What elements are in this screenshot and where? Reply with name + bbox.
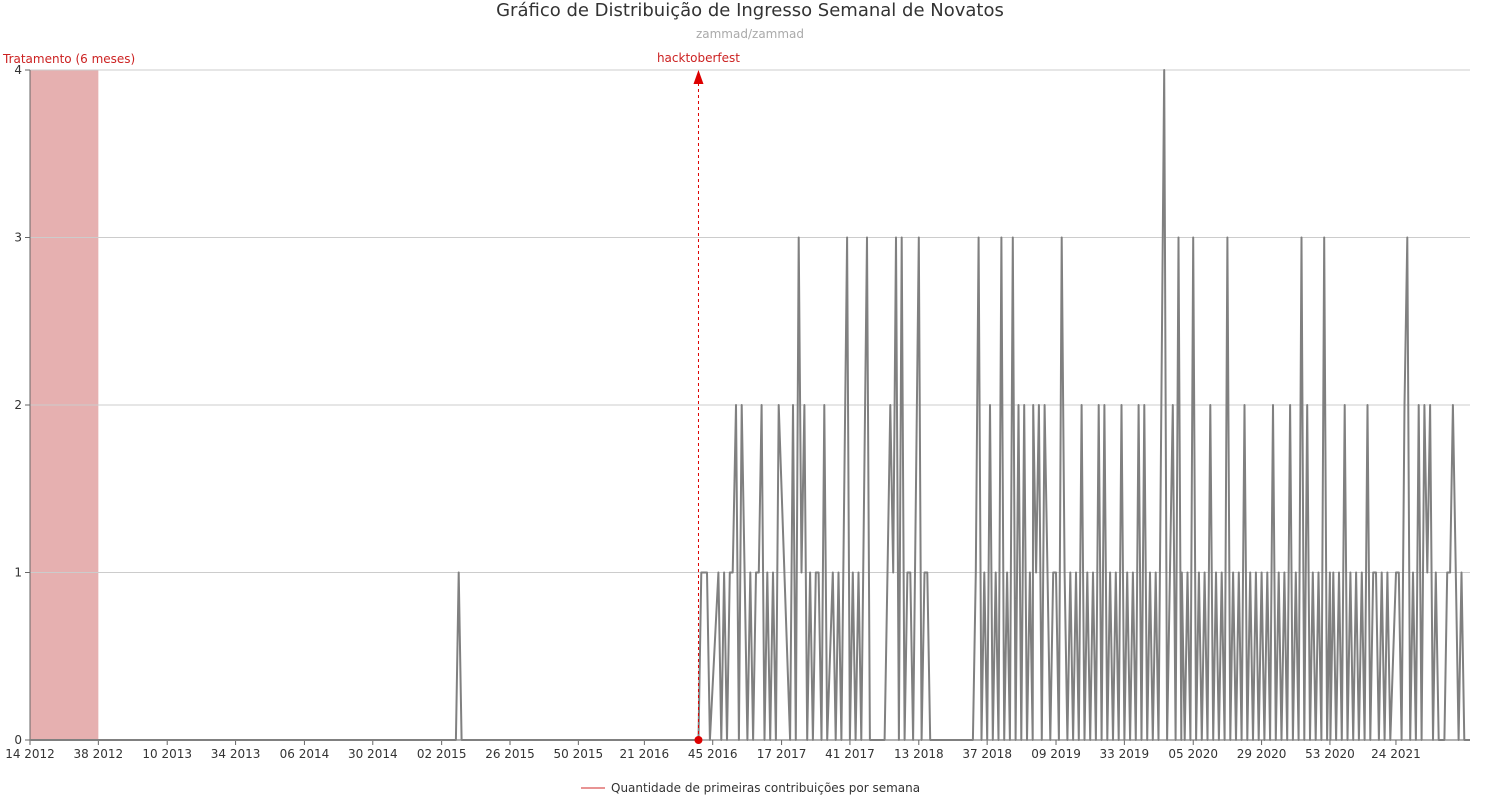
chart-subtitle: zammad/zammad — [696, 27, 804, 41]
x-tick-label: 33 2019 — [1100, 747, 1150, 761]
x-tick-label: 14 2012 — [5, 747, 55, 761]
x-tick-label: 50 2015 — [554, 747, 604, 761]
series-line — [30, 69, 1470, 741]
y-axis-ticks: 0 1 2 3 4 — [14, 63, 31, 747]
x-tick-label: 10 2013 — [142, 747, 192, 761]
x-tick-label: 17 2017 — [757, 747, 807, 761]
x-tick-label: 53 2020 — [1305, 747, 1355, 761]
y-tick-label: 0 — [14, 733, 22, 747]
x-axis-ticks: 14 2012 38 2012 10 2013 34 2013 06 2014 30 20… — [5, 740, 1421, 761]
hacktoberfest-marker-dot — [694, 736, 703, 744]
y-tick-label: 2 — [14, 398, 22, 412]
x-tick-label: 37 2018 — [962, 747, 1012, 761]
legend-label: Quantidade de primeiras contribuições po… — [611, 781, 920, 795]
x-tick-label: 06 2014 — [280, 747, 330, 761]
chart-title: Gráfico de Distribuição de Ingresso Sema… — [496, 0, 1004, 21]
x-tick-label: 09 2019 — [1031, 747, 1081, 761]
y-tick-label: 1 — [14, 566, 22, 580]
y-tick-label: 4 — [14, 63, 22, 77]
y-tick-label: 3 — [14, 231, 22, 245]
hacktoberfest-arrow-icon — [693, 70, 704, 84]
x-tick-label: 02 2015 — [417, 747, 467, 761]
x-tick-label: 41 2017 — [825, 747, 875, 761]
treatment-label: Tratamento (6 meses) — [2, 52, 135, 66]
x-tick-label: 45 2016 — [688, 747, 738, 761]
x-tick-label: 21 2016 — [620, 747, 670, 761]
x-tick-label: 13 2018 — [894, 747, 944, 761]
x-tick-label: 26 2015 — [485, 747, 535, 761]
x-tick-label: 30 2014 — [348, 747, 398, 761]
hacktoberfest-label: hacktoberfest — [657, 51, 740, 65]
x-tick-label: 29 2020 — [1237, 747, 1287, 761]
x-tick-label: 24 2021 — [1371, 747, 1421, 761]
x-tick-label: 34 2013 — [211, 747, 261, 761]
x-tick-label: 05 2020 — [1168, 747, 1218, 761]
x-tick-label: 38 2012 — [74, 747, 124, 761]
